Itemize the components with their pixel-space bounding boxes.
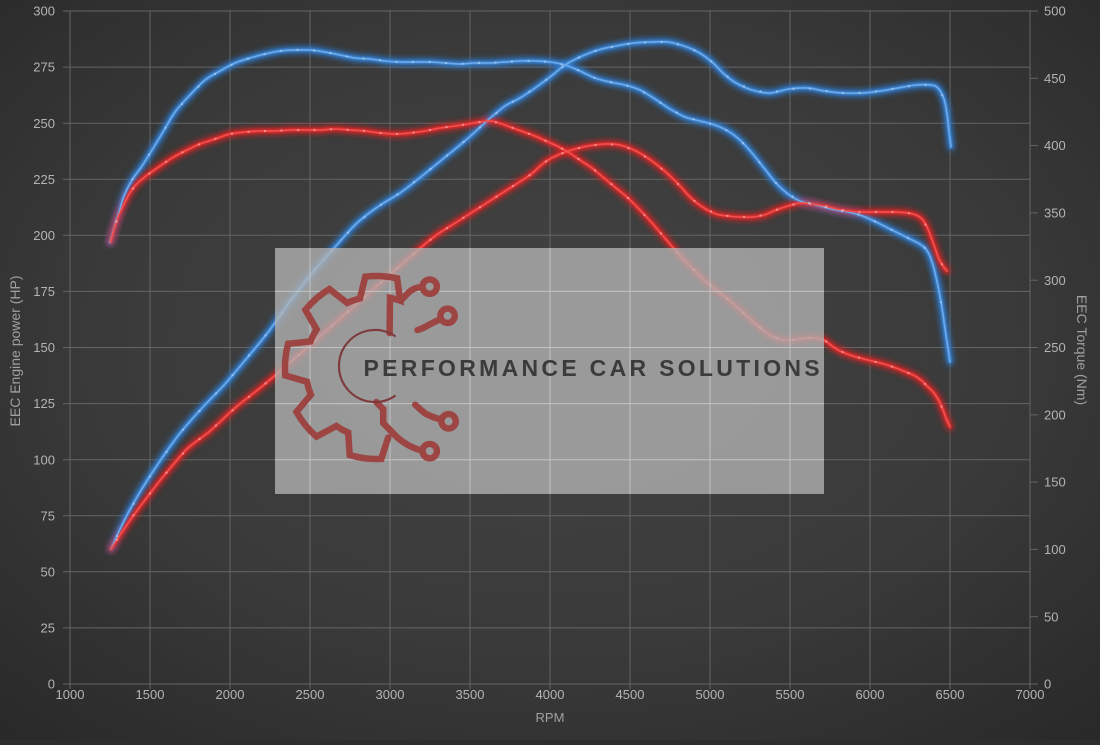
svg-text:175: 175: [33, 284, 55, 299]
svg-text:25: 25: [41, 621, 55, 636]
svg-text:7000: 7000: [1016, 687, 1045, 702]
svg-text:2500: 2500: [296, 687, 325, 702]
svg-text:EEC Torque (Nm): EEC Torque (Nm): [1074, 295, 1090, 405]
svg-text:250: 250: [33, 116, 55, 131]
svg-text:6500: 6500: [936, 687, 965, 702]
svg-text:400: 400: [1044, 138, 1066, 153]
svg-text:75: 75: [41, 508, 55, 523]
svg-text:3500: 3500: [456, 687, 485, 702]
svg-text:0: 0: [1044, 677, 1051, 692]
svg-text:100: 100: [33, 452, 55, 467]
svg-text:225: 225: [33, 172, 55, 187]
svg-text:50: 50: [41, 564, 55, 579]
svg-text:50: 50: [1044, 609, 1058, 624]
svg-text:4000: 4000: [536, 687, 565, 702]
svg-text:3000: 3000: [376, 687, 405, 702]
svg-text:1000: 1000: [56, 687, 85, 702]
svg-text:200: 200: [33, 228, 55, 243]
svg-text:300: 300: [33, 4, 55, 19]
svg-text:5500: 5500: [776, 687, 805, 702]
svg-text:PERFORMANCE CAR SOLUTIONS: PERFORMANCE CAR SOLUTIONS: [364, 355, 823, 381]
svg-text:125: 125: [33, 396, 55, 411]
svg-text:150: 150: [33, 340, 55, 355]
svg-text:4500: 4500: [616, 687, 645, 702]
svg-text:500: 500: [1044, 4, 1066, 19]
svg-text:250: 250: [1044, 340, 1066, 355]
svg-text:2000: 2000: [216, 687, 245, 702]
svg-text:450: 450: [1044, 71, 1066, 86]
svg-text:1500: 1500: [136, 687, 165, 702]
svg-text:6000: 6000: [856, 687, 885, 702]
svg-text:150: 150: [1044, 475, 1066, 490]
svg-text:350: 350: [1044, 206, 1066, 221]
svg-text:300: 300: [1044, 273, 1066, 288]
svg-text:5000: 5000: [696, 687, 725, 702]
svg-text:RPM: RPM: [536, 710, 565, 725]
svg-text:0: 0: [48, 677, 55, 692]
svg-text:EEC Engine power (HP): EEC Engine power (HP): [7, 276, 23, 427]
svg-text:100: 100: [1044, 542, 1066, 557]
svg-text:200: 200: [1044, 407, 1066, 422]
svg-text:275: 275: [33, 60, 55, 75]
